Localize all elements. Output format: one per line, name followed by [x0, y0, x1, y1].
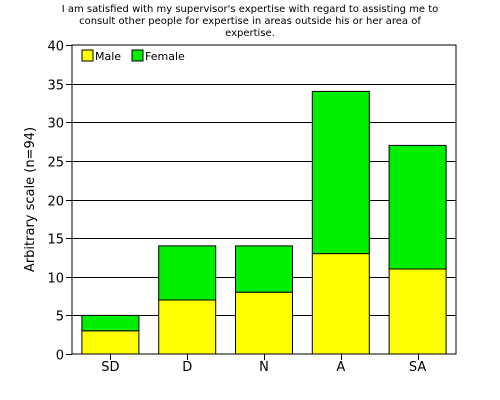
- y-tick-label: 0: [56, 349, 64, 364]
- legend-swatch-male: [81, 49, 94, 62]
- y-tick-label: 5: [56, 310, 64, 325]
- chart-title: I am satisfied with my supervisor's expe…: [0, 4, 500, 40]
- legend-label-female: Female: [145, 50, 185, 63]
- bars: [81, 90, 447, 355]
- ticks: 0 5 10 15 20 25 30 35 40 SD D N A SA: [47, 40, 426, 376]
- bar-female-a: [311, 90, 370, 255]
- y-tick-label: 30: [47, 117, 64, 132]
- chart-title-line-1: I am satisfied with my supervisor's expe…: [61, 4, 439, 15]
- x-tick-label: D: [182, 360, 192, 375]
- y-tick-label: 10: [47, 272, 64, 287]
- x-tick-label: SD: [101, 360, 119, 375]
- x-tick-label: SA: [409, 360, 426, 375]
- bar-male-n: [235, 291, 293, 355]
- bar-male-sa: [388, 268, 447, 355]
- y-axis-label: Arbitrary scale (n=94): [23, 127, 38, 272]
- x-tick-label: A: [336, 360, 345, 375]
- bar-male-d: [158, 299, 217, 355]
- legend: Male Female: [81, 49, 185, 63]
- x-tick-label: N: [259, 360, 269, 375]
- bar-female-sd: [81, 314, 140, 332]
- y-tick-label: 40: [47, 40, 64, 55]
- y-tick-label: 15: [47, 233, 64, 248]
- chart-title-line-3: expertise.: [225, 28, 275, 39]
- bar-female-n: [235, 245, 293, 293]
- y-tick-label: 35: [47, 79, 64, 94]
- bar-female-sa: [388, 144, 447, 270]
- legend-swatch-female: [131, 49, 144, 62]
- legend-label-male: Male: [95, 50, 121, 63]
- bar-male-sd: [81, 330, 140, 355]
- bar-female-d: [158, 245, 217, 301]
- y-tick-label: 25: [47, 156, 64, 171]
- bar-male-a: [311, 253, 370, 355]
- chart-title-line-2: consult other people for expertise in ar…: [79, 16, 421, 27]
- y-tick-label: 20: [47, 195, 64, 210]
